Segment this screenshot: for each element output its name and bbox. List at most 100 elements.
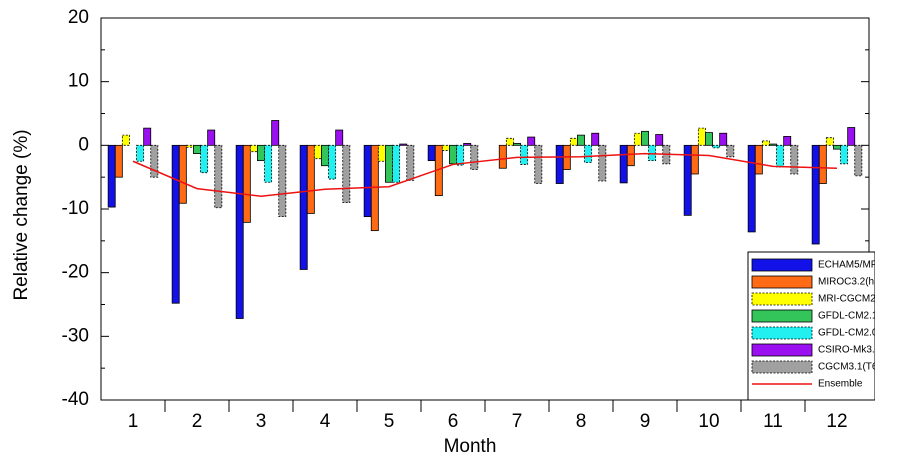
bar [569, 137, 578, 146]
bar [790, 144, 799, 175]
bar [313, 144, 322, 160]
x-tick-label: 1 [128, 411, 139, 432]
y-tick-label: 20 [68, 7, 89, 28]
bar [171, 144, 180, 304]
x-tick-label: 7 [512, 411, 523, 432]
bar [377, 144, 386, 162]
bar [776, 144, 785, 168]
legend-swatch [751, 343, 813, 357]
x-tick-label: 8 [576, 411, 587, 432]
bar [385, 144, 393, 183]
bar [705, 132, 713, 146]
bar [648, 144, 657, 162]
bar [207, 129, 216, 146]
bar [299, 144, 308, 270]
bar [527, 136, 536, 146]
bar [833, 144, 841, 150]
y-axis-label: Relative change (%) [11, 129, 32, 300]
x-tick-label: 9 [640, 411, 651, 432]
bar [840, 144, 849, 165]
bar [690, 144, 699, 175]
legend-label: MRI-CGCM2.3.2 [818, 294, 893, 305]
bar [264, 144, 273, 183]
y-tick-label: -20 [62, 262, 89, 283]
x-tick-label: 10 [698, 411, 719, 432]
bar [328, 144, 337, 180]
bar [321, 144, 329, 167]
bar [783, 136, 792, 146]
x-tick-label: 6 [448, 411, 459, 432]
y-tick-label: -30 [62, 325, 89, 346]
bar [121, 134, 130, 146]
bar [641, 130, 649, 146]
bar [200, 144, 209, 174]
legend-swatch [751, 326, 813, 340]
legend: ECHAM5/MPI-OM MIROC3.2(hires) MRI-CGCM2.3.… [747, 251, 900, 401]
bar [463, 143, 472, 146]
bar [399, 143, 408, 146]
y-tick-label: 10 [68, 71, 89, 92]
bar [847, 127, 856, 146]
bar [655, 134, 664, 146]
bar [555, 144, 564, 184]
bar [498, 144, 507, 169]
y-tick-label: -10 [62, 198, 89, 219]
bar [427, 144, 436, 162]
bar [193, 144, 201, 155]
bar [470, 144, 479, 170]
legend-label: GFDL-CM2.1 [818, 311, 878, 322]
bar [342, 144, 351, 204]
legend-label: CGCM3.1(T63) [818, 362, 886, 373]
x-tick-label: 4 [320, 411, 331, 432]
bar [178, 144, 187, 204]
bar [534, 144, 543, 184]
x-axis-label: Month [444, 436, 497, 457]
legend-label: GFDL-CM2.0 [818, 328, 878, 339]
legend-swatch [751, 360, 813, 374]
bar [712, 144, 721, 149]
legend-label: CSIRO-Mk3.5 [818, 345, 881, 356]
bar [747, 144, 756, 233]
bar [107, 144, 116, 208]
bar [598, 144, 607, 182]
bar [242, 144, 251, 223]
x-tick-label: 12 [826, 411, 847, 432]
bar [769, 143, 777, 146]
legend-swatch [751, 275, 813, 289]
bar [143, 127, 152, 146]
bar [626, 144, 635, 167]
x-tick-label: 2 [192, 411, 203, 432]
bar [441, 144, 450, 151]
bar [633, 132, 642, 146]
legend-swatch [751, 258, 813, 272]
bar [818, 144, 827, 184]
bar [619, 144, 628, 184]
legend-label: ECHAM5/MPI-OM [818, 260, 900, 271]
bar [114, 144, 123, 178]
legend-label: MIROC3.2(hires) [818, 277, 894, 288]
bar [257, 144, 265, 162]
legend-swatch [751, 309, 813, 323]
bar [306, 144, 315, 214]
bar [392, 144, 401, 183]
legend-swatch [751, 292, 813, 306]
bar [591, 132, 600, 146]
bar [505, 137, 514, 146]
bar [278, 144, 287, 218]
y-tick-label: -40 [62, 389, 89, 410]
legend-label: Ensemble [818, 379, 863, 390]
x-tick-label: 3 [256, 411, 267, 432]
bar [185, 144, 194, 148]
x-tick-label: 5 [384, 411, 395, 432]
bar [214, 144, 223, 209]
bar [811, 144, 820, 245]
bar [697, 127, 706, 146]
bar [683, 144, 692, 216]
bar [363, 144, 372, 218]
y-tick-label: 0 [78, 134, 89, 155]
bar [456, 144, 465, 166]
bar [825, 137, 834, 146]
bar [150, 144, 159, 178]
bar [513, 143, 521, 146]
